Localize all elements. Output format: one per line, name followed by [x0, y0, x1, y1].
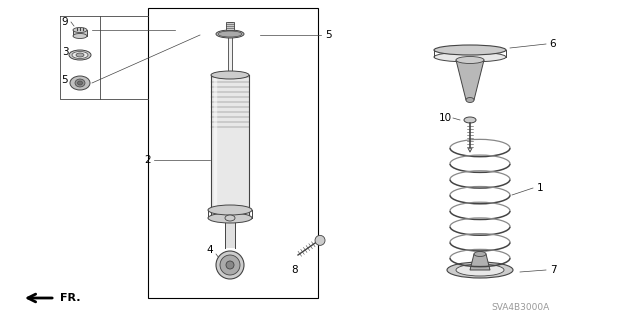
Ellipse shape: [466, 98, 474, 102]
Polygon shape: [211, 75, 249, 218]
Ellipse shape: [76, 53, 84, 57]
Bar: [228, 22, 232, 75]
Circle shape: [216, 251, 244, 279]
Text: FR.: FR.: [60, 293, 81, 303]
Ellipse shape: [464, 117, 476, 123]
Text: 5: 5: [61, 75, 68, 85]
Text: 7: 7: [550, 265, 556, 275]
Text: 9: 9: [61, 17, 68, 27]
Bar: [226, 22, 234, 30]
Ellipse shape: [225, 215, 235, 221]
Text: SVA4B3000A: SVA4B3000A: [491, 303, 549, 313]
Ellipse shape: [75, 79, 85, 87]
Ellipse shape: [208, 213, 252, 223]
Text: 10: 10: [438, 113, 452, 123]
Ellipse shape: [447, 262, 513, 278]
Text: 3: 3: [61, 47, 68, 57]
Text: 8: 8: [292, 265, 298, 275]
Ellipse shape: [72, 51, 88, 58]
Text: 6: 6: [550, 39, 556, 49]
Ellipse shape: [73, 33, 87, 39]
Ellipse shape: [434, 45, 506, 55]
Ellipse shape: [69, 50, 91, 60]
Polygon shape: [470, 254, 490, 270]
Circle shape: [220, 255, 240, 275]
Text: 1: 1: [537, 183, 543, 193]
Text: 2: 2: [145, 155, 151, 165]
Polygon shape: [456, 60, 484, 100]
Ellipse shape: [456, 56, 484, 63]
Ellipse shape: [434, 52, 506, 62]
Polygon shape: [225, 218, 235, 248]
Bar: [148, 8, 318, 298]
Ellipse shape: [456, 264, 504, 276]
Ellipse shape: [211, 71, 249, 79]
Ellipse shape: [216, 30, 244, 38]
Ellipse shape: [70, 76, 90, 90]
Ellipse shape: [208, 205, 252, 215]
Ellipse shape: [77, 81, 83, 85]
Ellipse shape: [474, 251, 486, 256]
FancyBboxPatch shape: [73, 30, 87, 36]
Circle shape: [315, 235, 325, 245]
Ellipse shape: [218, 31, 242, 37]
Ellipse shape: [73, 27, 87, 33]
Text: 4: 4: [207, 245, 213, 255]
Text: 5: 5: [324, 30, 332, 40]
Circle shape: [226, 261, 234, 269]
